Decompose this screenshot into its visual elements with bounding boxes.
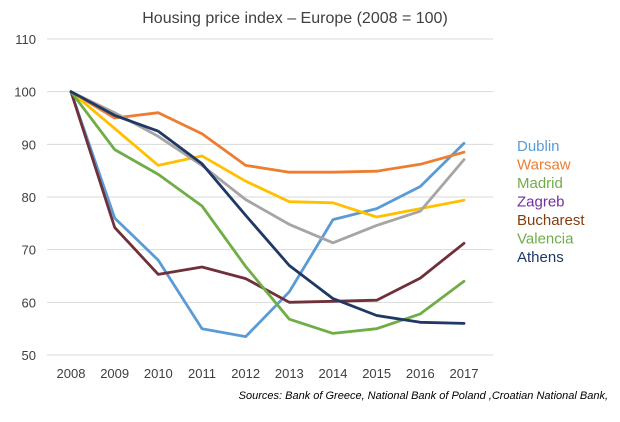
x-axis-ticks: 2008 2009 2010 2011 2012 2013 2014 2015 2016 2017 <box>57 366 479 381</box>
y-axis-ticks: 50 60 70 80 90 100 110 <box>14 32 36 363</box>
legend-entry-bucharest: Bucharest <box>517 212 585 229</box>
legend-entry-zagreb: Zagreb <box>517 194 565 211</box>
series-lines <box>69 90 466 339</box>
legend-entry-valencia: Valencia <box>517 231 574 248</box>
series-line-warsaw <box>69 90 466 174</box>
x-tick-label: 2010 <box>144 366 173 381</box>
y-tick-label: 110 <box>15 32 36 47</box>
x-tick-label: 2014 <box>319 366 348 381</box>
x-tick-label: 2016 <box>406 366 435 381</box>
x-tick-label: 2009 <box>100 366 129 381</box>
legend-entry-madrid: Madrid <box>517 175 563 192</box>
series-line-dublin <box>69 90 466 339</box>
y-tick-label: 80 <box>22 190 36 205</box>
grid-lines <box>47 38 493 356</box>
y-tick-label: 70 <box>22 243 36 258</box>
line-chart: Housing price index – Europe (2008 = 100… <box>14 10 585 381</box>
series-line-valencia <box>69 90 466 335</box>
legend-entry-athens: Athens <box>517 249 564 266</box>
source-note: Sources: Bank of Greece, National Bank o… <box>238 390 608 402</box>
x-tick-label: 2013 <box>275 366 304 381</box>
y-tick-label: 100 <box>14 85 36 100</box>
x-tick-label: 2008 <box>57 366 86 381</box>
y-tick-label: 50 <box>22 348 36 363</box>
series-line-athens <box>69 90 466 325</box>
x-tick-label: 2011 <box>188 366 216 381</box>
series-line-madrid <box>69 90 466 219</box>
chart-title: Housing price index – Europe (2008 = 100… <box>142 10 448 27</box>
y-tick-label: 60 <box>22 295 36 310</box>
legend-entry-dublin: Dublin <box>517 138 560 155</box>
x-tick-label: 2017 <box>450 366 479 381</box>
series-line-bucharest <box>69 90 466 304</box>
x-tick-label: 2012 <box>231 366 260 381</box>
x-tick-label: 2015 <box>362 366 391 381</box>
legend-entry-warsaw: Warsaw <box>517 157 571 174</box>
y-tick-label: 90 <box>22 137 36 152</box>
